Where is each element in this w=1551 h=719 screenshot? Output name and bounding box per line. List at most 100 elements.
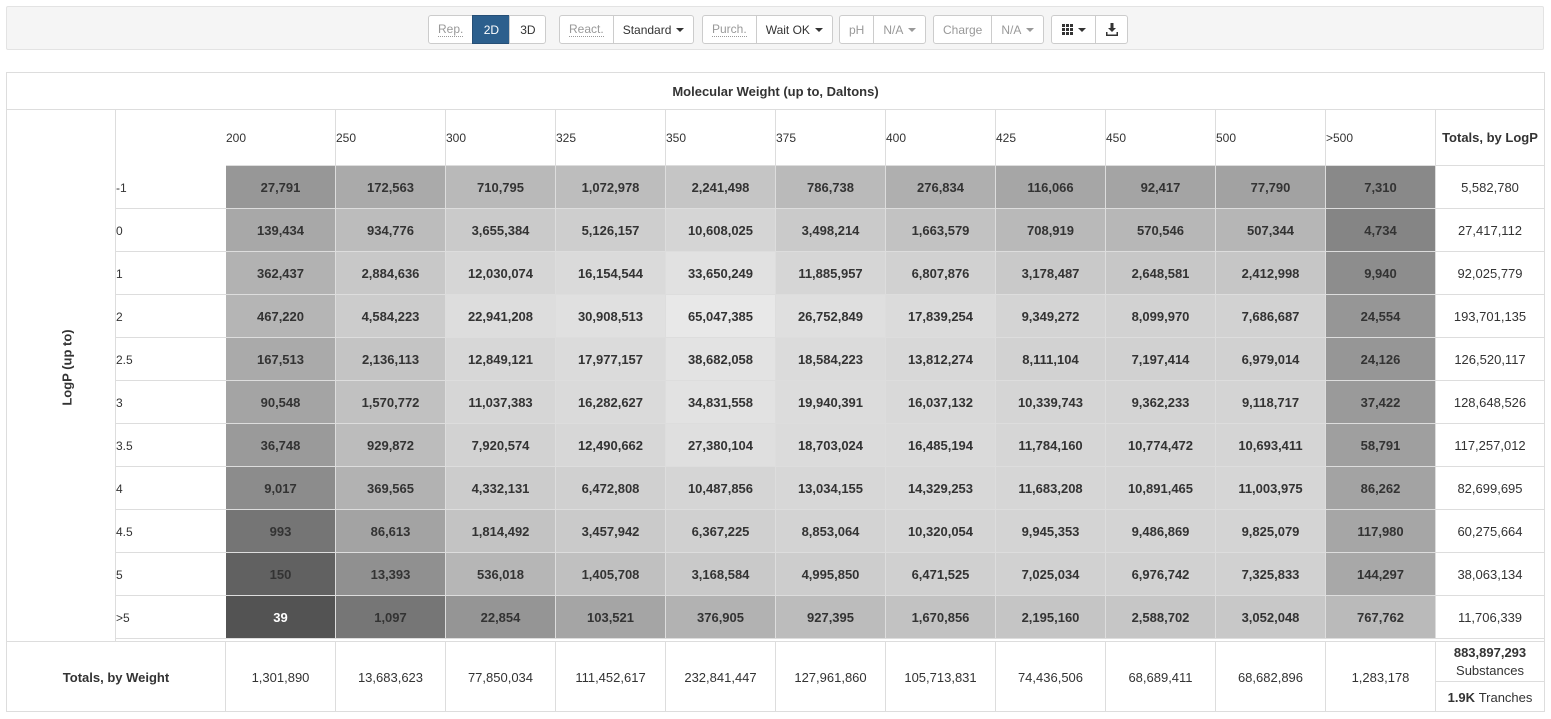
tranche-cell[interactable]: 2,136,113 — [336, 338, 446, 381]
tranche-cell[interactable]: 38,682,058 — [666, 338, 776, 381]
tranche-cell[interactable]: 362,437 — [226, 252, 336, 295]
tranche-cell[interactable]: 6,471,525 — [886, 553, 996, 596]
tranche-cell[interactable]: 116,066 — [996, 166, 1106, 209]
tranche-cell[interactable]: 3,178,487 — [996, 252, 1106, 295]
tranche-cell[interactable]: 18,703,024 — [776, 424, 886, 467]
react-dropdown[interactable]: Standard — [612, 15, 695, 44]
tranche-cell[interactable]: 467,220 — [226, 295, 336, 338]
tranche-cell[interactable]: 993 — [226, 510, 336, 553]
tranche-cell[interactable]: 172,563 — [336, 166, 446, 209]
tranche-cell[interactable]: 36,748 — [226, 424, 336, 467]
tranche-cell[interactable]: 13,812,274 — [886, 338, 996, 381]
tranche-cell[interactable]: 10,608,025 — [666, 209, 776, 252]
tranche-cell[interactable]: 934,776 — [336, 209, 446, 252]
tranche-cell[interactable]: 570,546 — [1106, 209, 1216, 252]
tranche-cell[interactable]: 8,853,064 — [776, 510, 886, 553]
tranche-cell[interactable]: 16,282,627 — [556, 381, 666, 424]
tranche-cell[interactable]: 7,325,833 — [1216, 553, 1326, 596]
tranche-cell[interactable]: 10,774,472 — [1106, 424, 1216, 467]
tranche-cell[interactable]: 9,017 — [226, 467, 336, 510]
tranche-cell[interactable]: 6,976,742 — [1106, 553, 1216, 596]
tranche-cell[interactable]: 39 — [226, 596, 336, 639]
tranche-cell[interactable]: 92,417 — [1106, 166, 1216, 209]
tranche-cell[interactable]: 33,650,249 — [666, 252, 776, 295]
tranche-cell[interactable]: 536,018 — [446, 553, 556, 596]
tranche-cell[interactable]: 22,941,208 — [446, 295, 556, 338]
tranche-cell[interactable]: 34,831,558 — [666, 381, 776, 424]
tranche-cell[interactable]: 144,297 — [1326, 553, 1436, 596]
tranche-cell[interactable]: 27,380,104 — [666, 424, 776, 467]
tranche-cell[interactable]: 2,241,498 — [666, 166, 776, 209]
tranche-cell[interactable]: 9,940 — [1326, 252, 1436, 295]
tranche-cell[interactable]: 10,320,054 — [886, 510, 996, 553]
tranche-cell[interactable]: 37,422 — [1326, 381, 1436, 424]
purch-dropdown[interactable]: Wait OK — [755, 15, 833, 44]
tranche-cell[interactable]: 86,613 — [336, 510, 446, 553]
tranche-cell[interactable]: 7,025,034 — [996, 553, 1106, 596]
tranche-cell[interactable]: 9,945,353 — [996, 510, 1106, 553]
tranche-cell[interactable]: 65,047,385 — [666, 295, 776, 338]
tranche-cell[interactable]: 6,472,808 — [556, 467, 666, 510]
tranche-cell[interactable]: 3,052,048 — [1216, 596, 1326, 639]
tranche-cell[interactable]: 1,405,708 — [556, 553, 666, 596]
tranche-cell[interactable]: 30,908,513 — [556, 295, 666, 338]
tranche-cell[interactable]: 507,344 — [1216, 209, 1326, 252]
tranche-cell[interactable]: 9,362,233 — [1106, 381, 1216, 424]
tranche-cell[interactable]: 4,332,131 — [446, 467, 556, 510]
tranche-cell[interactable]: 8,111,104 — [996, 338, 1106, 381]
tranche-cell[interactable]: 24,126 — [1326, 338, 1436, 381]
tranche-cell[interactable]: 6,979,014 — [1216, 338, 1326, 381]
tranche-cell[interactable]: 369,565 — [336, 467, 446, 510]
tranche-cell[interactable]: 929,872 — [336, 424, 446, 467]
tranche-cell[interactable]: 13,393 — [336, 553, 446, 596]
tranche-cell[interactable]: 1,814,492 — [446, 510, 556, 553]
tranche-cell[interactable]: 14,329,253 — [886, 467, 996, 510]
tranche-cell[interactable]: 12,849,121 — [446, 338, 556, 381]
download-button[interactable] — [1095, 15, 1128, 44]
tranche-cell[interactable]: 11,037,383 — [446, 381, 556, 424]
tranche-cell[interactable]: 103,521 — [556, 596, 666, 639]
tranche-cell[interactable]: 16,037,132 — [886, 381, 996, 424]
tranche-cell[interactable]: 1,670,856 — [886, 596, 996, 639]
tranche-cell[interactable]: 7,197,414 — [1106, 338, 1216, 381]
tranche-cell[interactable]: 376,905 — [666, 596, 776, 639]
tranche-cell[interactable]: 18,584,223 — [776, 338, 886, 381]
tranche-cell[interactable]: 3,457,942 — [556, 510, 666, 553]
tranche-cell[interactable]: 77,790 — [1216, 166, 1326, 209]
tranche-cell[interactable]: 3,168,584 — [666, 553, 776, 596]
tranche-cell[interactable]: 10,693,411 — [1216, 424, 1326, 467]
ph-dropdown[interactable]: N/A — [873, 15, 927, 44]
tranche-cell[interactable]: 10,891,465 — [1106, 467, 1216, 510]
tranche-cell[interactable]: 11,003,975 — [1216, 467, 1326, 510]
tranche-cell[interactable]: 6,807,876 — [886, 252, 996, 295]
tranche-cell[interactable]: 276,834 — [886, 166, 996, 209]
tranche-cell[interactable]: 2,195,160 — [996, 596, 1106, 639]
tranche-cell[interactable]: 2,884,636 — [336, 252, 446, 295]
tranche-cell[interactable]: 9,118,717 — [1216, 381, 1326, 424]
tranche-cell[interactable]: 8,099,970 — [1106, 295, 1216, 338]
tranche-cell[interactable]: 10,339,743 — [996, 381, 1106, 424]
tranche-cell[interactable]: 7,686,687 — [1216, 295, 1326, 338]
tranche-cell[interactable]: 7,920,574 — [446, 424, 556, 467]
tranche-cell[interactable]: 7,310 — [1326, 166, 1436, 209]
tranche-cell[interactable]: 24,554 — [1326, 295, 1436, 338]
tranche-cell[interactable]: 3,655,384 — [446, 209, 556, 252]
charge-dropdown[interactable]: N/A — [991, 15, 1045, 44]
tranche-cell[interactable]: 1,072,978 — [556, 166, 666, 209]
tranche-cell[interactable]: 2,412,998 — [1216, 252, 1326, 295]
tranche-cell[interactable]: 10,487,856 — [666, 467, 776, 510]
tranche-cell[interactable]: 11,784,160 — [996, 424, 1106, 467]
tranche-cell[interactable]: 1,097 — [336, 596, 446, 639]
tranche-cell[interactable]: 117,980 — [1326, 510, 1436, 553]
tranche-cell[interactable]: 167,513 — [226, 338, 336, 381]
tranche-cell[interactable]: 3,498,214 — [776, 209, 886, 252]
tranche-cell[interactable]: 12,030,074 — [446, 252, 556, 295]
tranche-cell[interactable]: 11,885,957 — [776, 252, 886, 295]
tranche-cell[interactable]: 13,034,155 — [776, 467, 886, 510]
tranche-cell[interactable]: 17,839,254 — [886, 295, 996, 338]
tranche-cell[interactable]: 90,548 — [226, 381, 336, 424]
tranche-cell[interactable]: 9,349,272 — [996, 295, 1106, 338]
tranche-cell[interactable]: 786,738 — [776, 166, 886, 209]
tranche-cell[interactable]: 1,570,772 — [336, 381, 446, 424]
grid-view-button[interactable] — [1051, 15, 1096, 44]
